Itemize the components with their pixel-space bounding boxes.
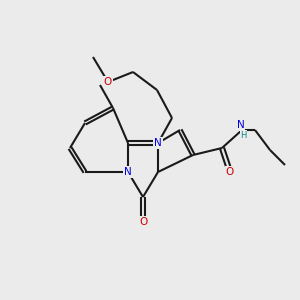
- Text: O: O: [104, 77, 112, 87]
- Text: O: O: [226, 167, 234, 177]
- Text: H: H: [240, 131, 247, 140]
- Text: N: N: [124, 167, 132, 177]
- Text: N: N: [237, 121, 244, 130]
- Text: N: N: [154, 138, 162, 148]
- Text: O: O: [139, 217, 147, 227]
